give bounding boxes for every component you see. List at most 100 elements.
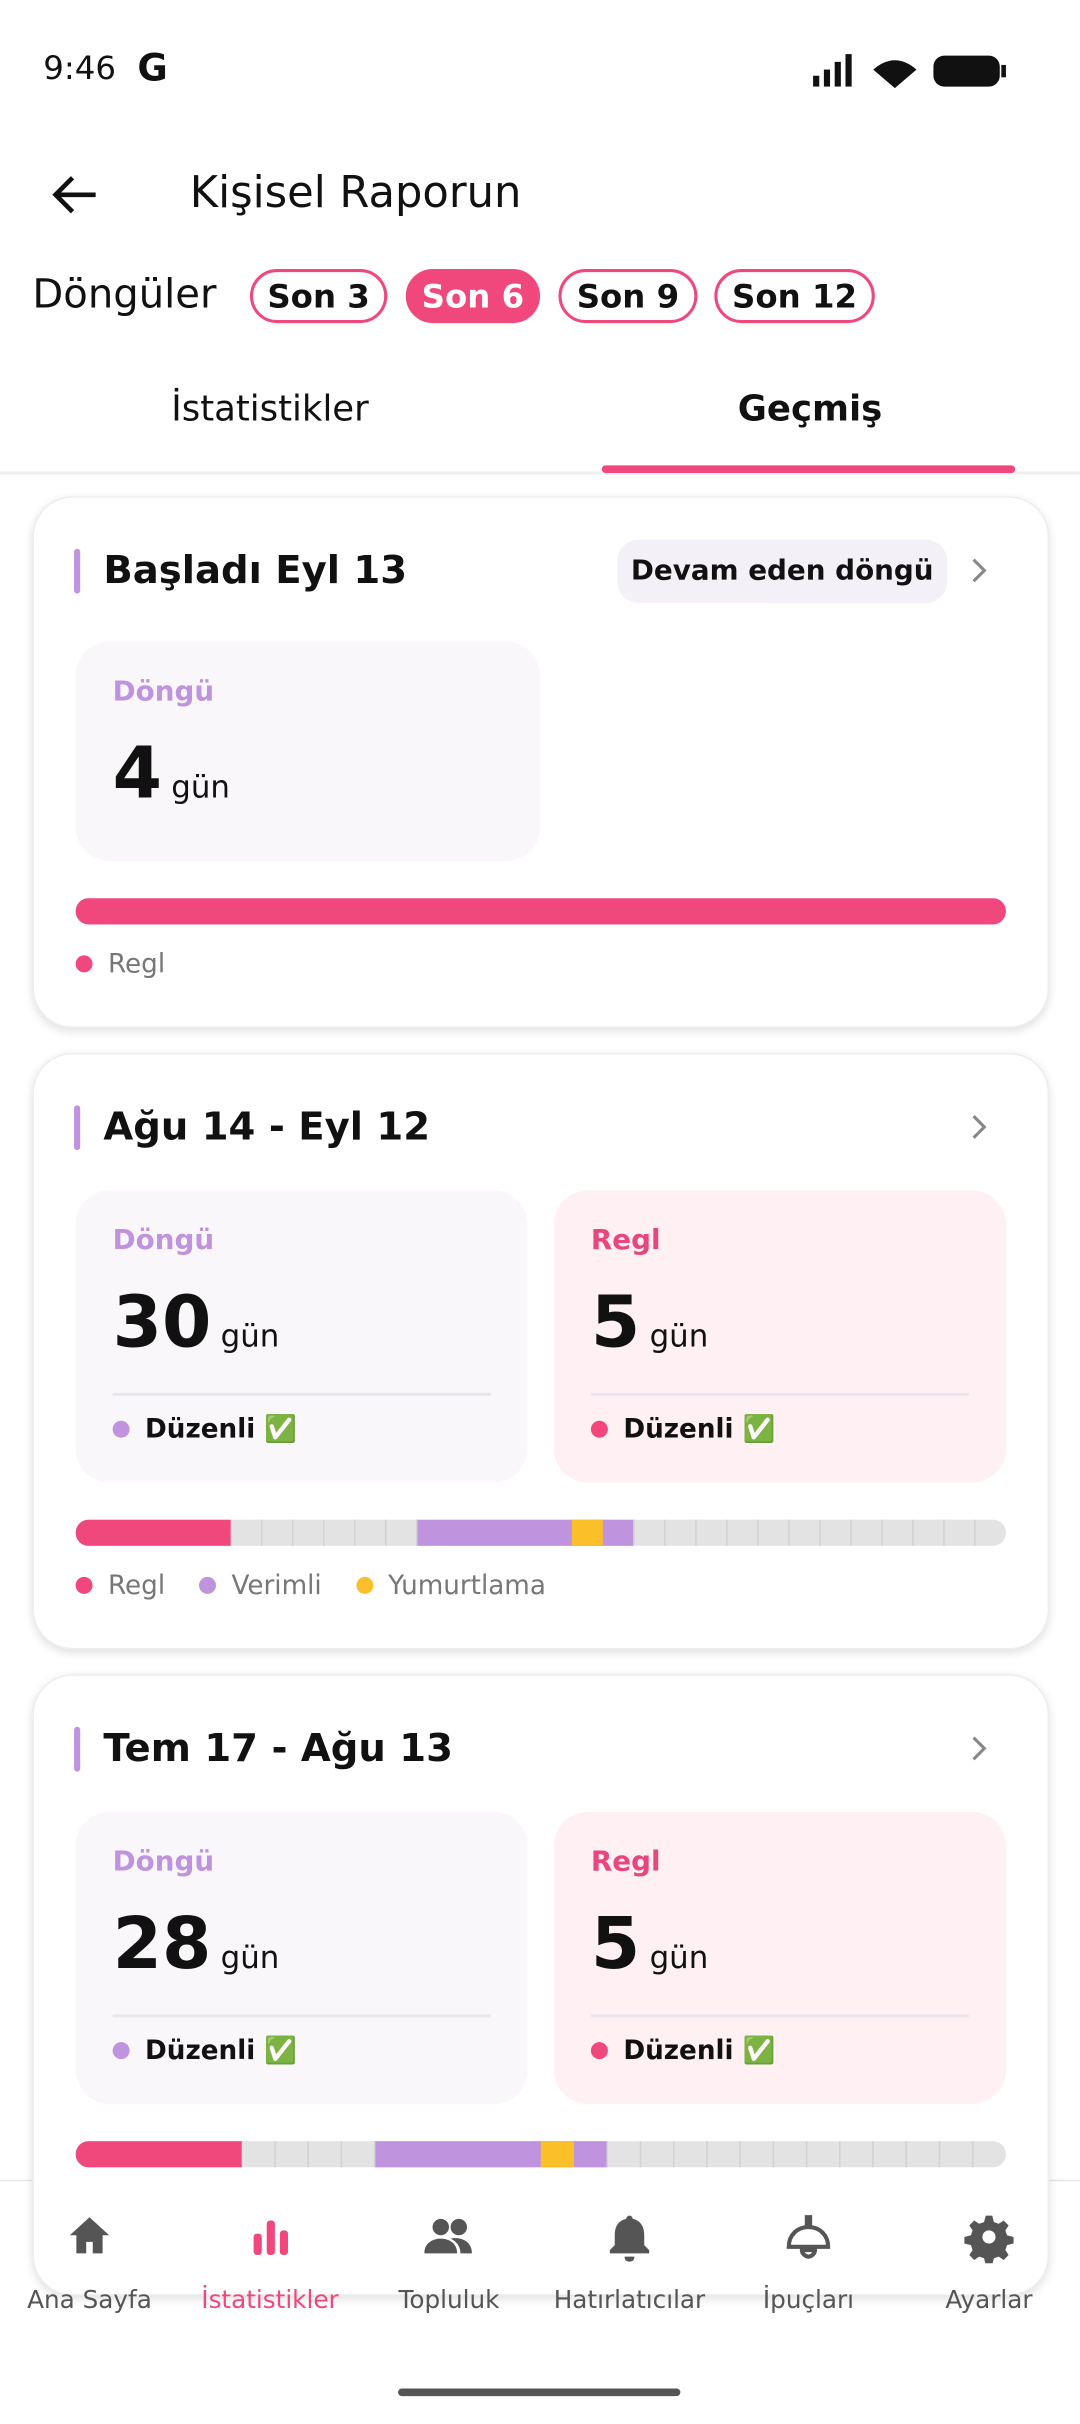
stat-label: Döngü [112, 1224, 215, 1257]
stat-divider [590, 2014, 969, 2018]
nav-label[interactable]: Ana Sayfa [27, 2284, 152, 2315]
stat-divider [590, 1392, 969, 1396]
cycle-timeline [75, 898, 1006, 925]
stat-number: 30 [112, 1280, 212, 1364]
legend-item: Regl [75, 1570, 166, 1602]
stat-number: 5 [590, 1280, 641, 1364]
day-separator [353, 1519, 356, 1546]
cycle-timeline [75, 2141, 1006, 2168]
tab-divider [0, 471, 1080, 475]
status-dot [590, 1420, 608, 1438]
card-accent [74, 1105, 81, 1151]
day-separator [260, 1519, 263, 1546]
card-title: Tem 17 - Ağu 13 [103, 1725, 453, 1771]
day-separator [706, 2141, 708, 2168]
legend-label: Regl [107, 1570, 166, 1602]
filter-chip[interactable]: Son 12 [714, 268, 875, 324]
day-separator [606, 2141, 608, 2168]
day-separator [664, 1519, 666, 1546]
stat-box: Döngü 28 gün Düzenli ✅ [75, 1811, 528, 2104]
day-separator [971, 2141, 974, 2168]
stat-divider [112, 2014, 491, 2018]
stat-status: Düzenli ✅ [590, 2035, 776, 2067]
filter-chip[interactable]: Son 3 [249, 268, 388, 324]
day-separator [943, 1519, 945, 1546]
legend-item: Yumurtlama [355, 1571, 546, 1602]
status-dot [112, 1420, 130, 1438]
day-separator [633, 1519, 635, 1546]
legend-label: Regl [107, 949, 166, 981]
stat-status: Düzenli ✅ [112, 2036, 297, 2067]
legend-dot [75, 955, 93, 973]
legend: Regl Verimli Yumurtlama [75, 1570, 546, 1602]
day-separator [274, 2141, 276, 2168]
card-title: Ağu 14 - Eyl 12 [103, 1103, 431, 1149]
stat-number: 5 [590, 1901, 641, 1985]
nav-icon[interactable] [963, 2211, 1015, 2264]
nav-icon[interactable] [423, 2211, 475, 2264]
legend-label: Verimli [231, 1570, 322, 1602]
legend-dot [355, 1576, 373, 1594]
chevron [972, 558, 987, 583]
nav-label[interactable]: İpuçları [762, 2284, 855, 2315]
chevron [972, 1115, 987, 1139]
nav-label[interactable]: Ayarlar [945, 2284, 1033, 2315]
chevron [972, 1736, 987, 1761]
day-separator [322, 1519, 325, 1546]
tab[interactable]: İstatistikler [171, 389, 369, 430]
stat-unit: gün [220, 1938, 280, 1976]
nav-label[interactable]: Topluluk [398, 2284, 500, 2315]
stat-unit: gün [171, 768, 230, 806]
day-separator [872, 2141, 874, 2168]
legend-item: Regl [75, 949, 166, 981]
nav-icon[interactable] [63, 2211, 115, 2264]
legend-item: Verimli [199, 1571, 322, 1602]
card-accent [74, 548, 81, 594]
stat-value: 5 gün [591, 1280, 708, 1363]
status-icons [813, 54, 1006, 89]
day-separator [415, 1519, 418, 1546]
back-button[interactable] [49, 173, 101, 216]
nav-icon[interactable] [603, 2211, 655, 2264]
filter-chip[interactable]: Son 6 [405, 268, 540, 324]
nav-label[interactable]: İstatistikler [201, 2284, 339, 2315]
header-title: Kişisel Raporun [189, 166, 522, 218]
stat-unit: gün [649, 1938, 709, 1976]
stat-value: 30 gün [113, 1280, 280, 1363]
day-separator [974, 1519, 976, 1546]
day-separator [788, 1519, 790, 1546]
day-separator [340, 2141, 343, 2168]
tab[interactable]: Geçmiş [737, 389, 883, 430]
stat-label: Döngü [112, 675, 215, 709]
stat-label: Regl [590, 1845, 661, 1879]
stat-label: Regl [590, 1224, 661, 1257]
history-card[interactable]: Ağu 14 - Eyl 12 Döngü 30 gün Düzenli ✅ Regl 5 g… [32, 1052, 1050, 1650]
day-separator [881, 1519, 883, 1546]
day-separator [639, 2141, 642, 2168]
legend-dot [199, 1576, 217, 1594]
stat-number: 4 [112, 731, 163, 815]
stat-label: Döngü [112, 1845, 215, 1879]
day-separator [772, 2141, 775, 2168]
stat-value: 5 gün [591, 1901, 708, 1984]
stat-status: Düzenli ✅ [590, 1415, 775, 1445]
nav-label[interactable]: Hatırlatıcılar [553, 2284, 706, 2315]
nav-icon[interactable] [244, 2211, 296, 2264]
day-separator [819, 1519, 821, 1546]
day-separator [938, 2141, 941, 2168]
status-text: Düzenli ✅ [623, 2035, 776, 2067]
legend: Regl [75, 949, 166, 981]
stat-value: 28 gün [113, 1901, 280, 1984]
history-card[interactable]: Tem 17 - Ağu 13 Döngü 28 gün Düzenli ✅ Regl 5 g… [32, 1674, 1050, 2296]
stat-status: Düzenli ✅ [112, 1415, 297, 1445]
card-accent [74, 1726, 81, 1772]
history-card[interactable]: Başladı Eyl 13 Devam eden döngü Döngü 4 gün R… [32, 496, 1050, 1029]
stat-box: Döngü 4 gün [75, 641, 540, 862]
stat-box: Regl 5 gün Düzenli ✅ [553, 1811, 1006, 2104]
day-separator [905, 2141, 908, 2168]
nav-icon[interactable] [782, 2211, 834, 2264]
filter-chip[interactable]: Son 9 [558, 268, 698, 324]
day-separator [384, 1519, 387, 1546]
home-indicator [398, 2388, 681, 2397]
